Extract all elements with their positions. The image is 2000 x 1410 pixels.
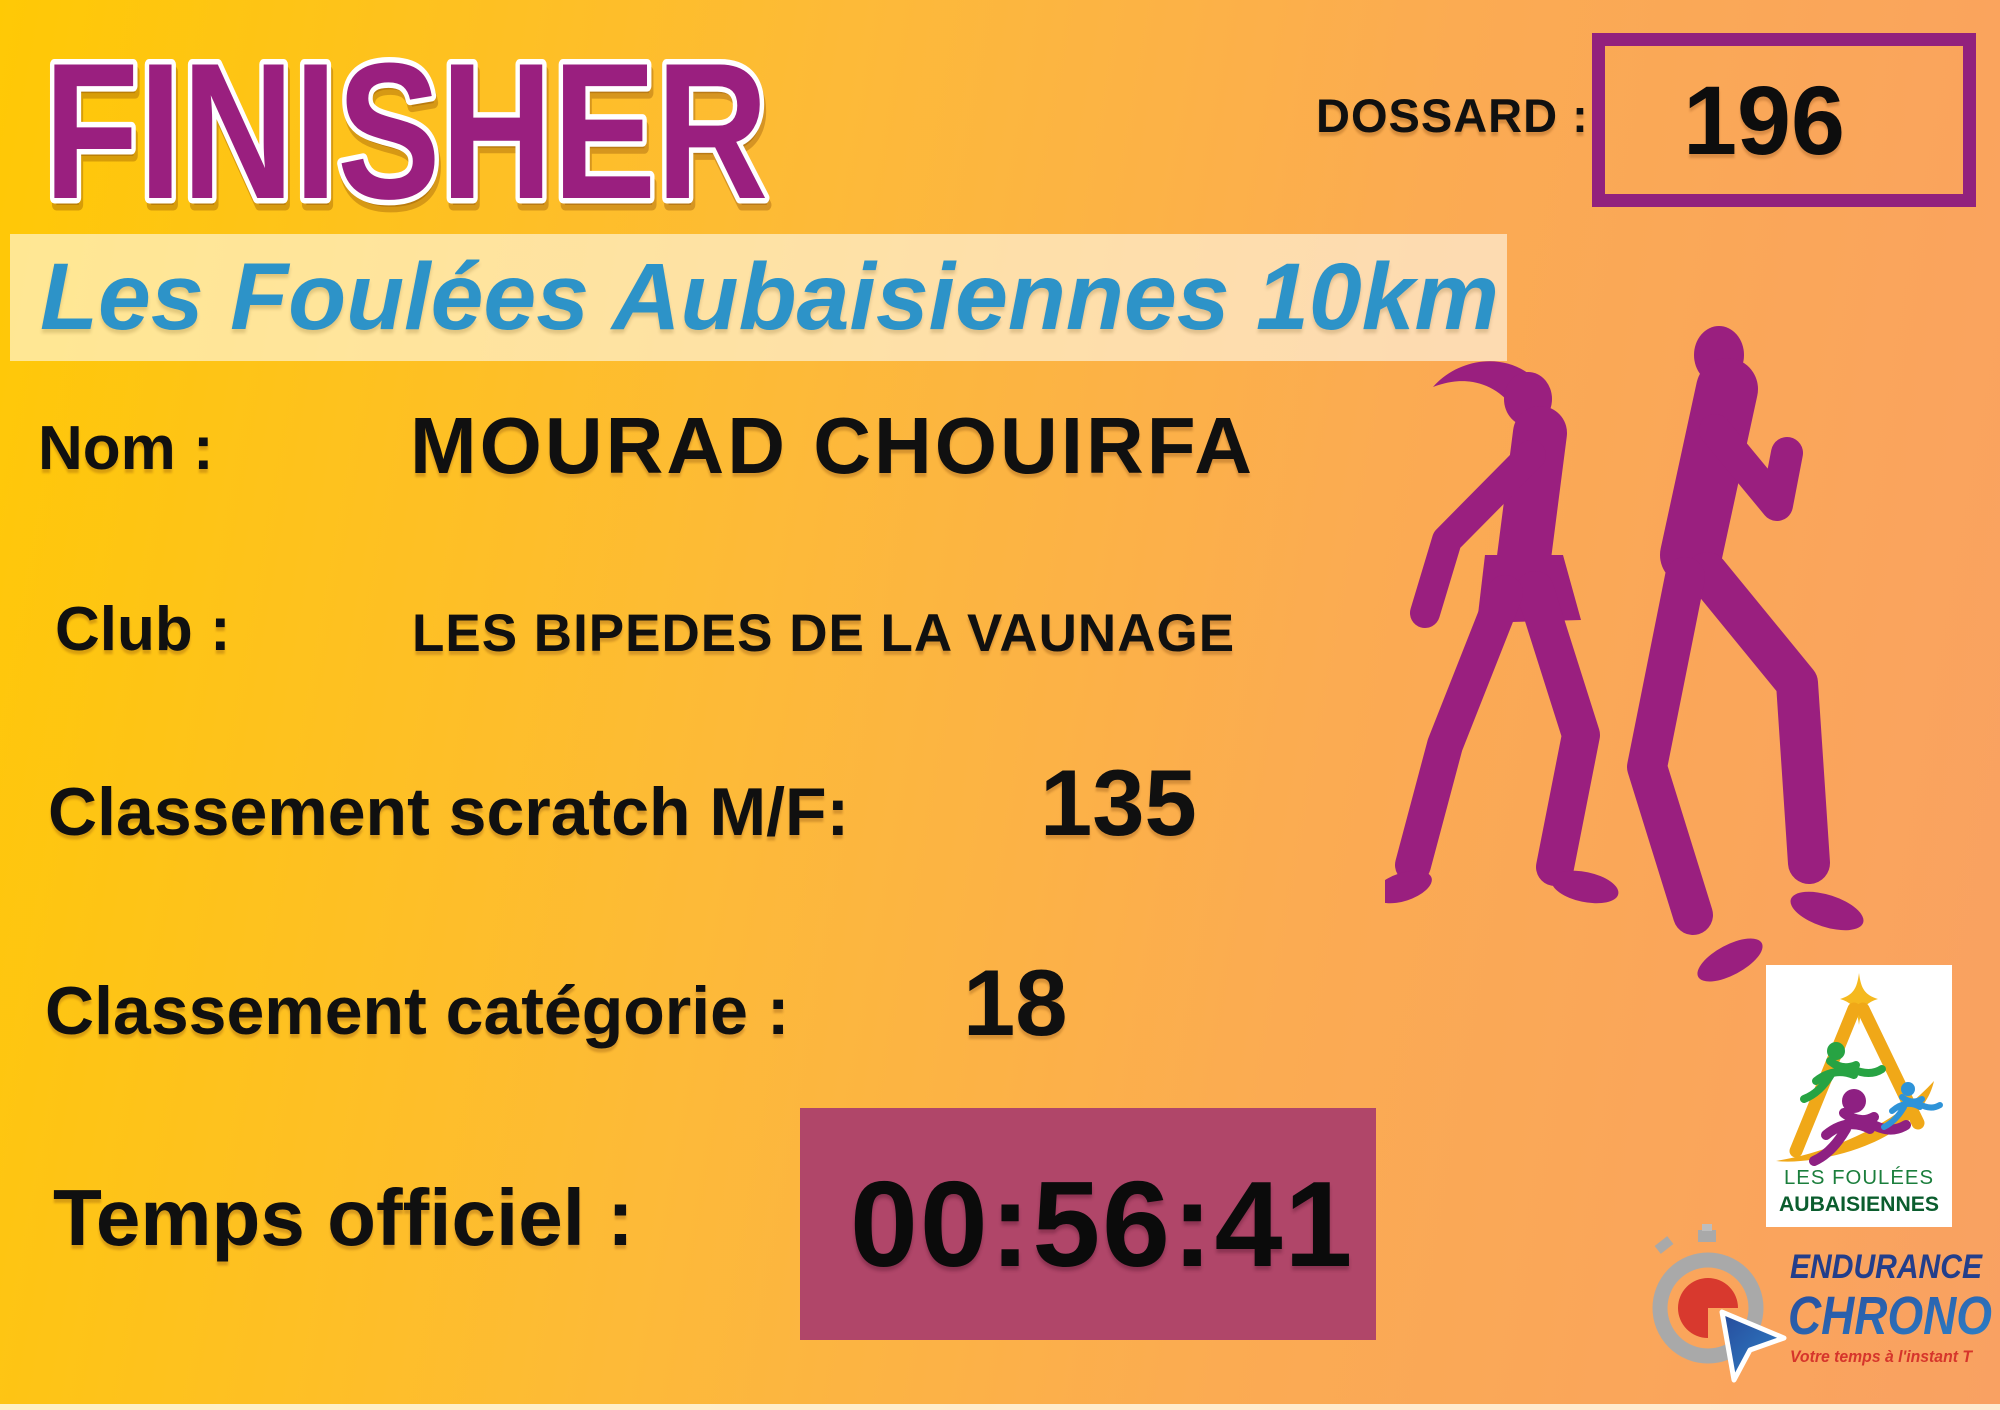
foulees-logo-line1: LES FOULÉES (1784, 1166, 1934, 1189)
temps-officiel-value: 00:56:41 (850, 1156, 1355, 1292)
nom-label: Nom : (38, 414, 214, 483)
runners-illustration (1385, 326, 1864, 982)
nom-value: MOURAD CHOUIRFA (410, 401, 1255, 490)
page-title: FINISHER (44, 24, 768, 240)
classement-categorie-value: 18 (963, 950, 1068, 1055)
chrono-logo-line2: CHRONO (1788, 1286, 1992, 1346)
temps-officiel-box: 00:56:41 (800, 1108, 1376, 1340)
chrono-logo-line1: ENDURANCE (1790, 1248, 1983, 1286)
classement-scratch-label: Classement scratch M/F: (48, 774, 850, 850)
mini-runner-blue-icon (1881, 1082, 1943, 1130)
club-value: LES BIPEDES DE LA VAUNAGE (412, 604, 1236, 663)
mini-runner-purple-icon (1809, 1089, 1911, 1166)
classement-categorie-label: Classement catégorie : (45, 973, 790, 1049)
cursor-arrow-icon (1719, 1309, 1787, 1383)
bottom-edge-strip (0, 1404, 2000, 1410)
dossard-number-box: 196 (1592, 33, 1976, 207)
star-icon (1840, 973, 1878, 1025)
race-title-band: Les Foulées Aubaisiennes 10km (10, 234, 1507, 361)
swoosh-base (1776, 1081, 1934, 1162)
classement-scratch-value: 135 (1040, 750, 1197, 855)
runner-woman-silhouette (1385, 361, 1619, 904)
foulees-logo-line2: AUBAISIENNES (1779, 1193, 1939, 1216)
stopwatch-icon (1652, 1224, 1787, 1383)
dossard-label: DOSSARD : (1316, 89, 1589, 142)
chrono-logo-tagline: Votre temps à l'instant T (1790, 1347, 1973, 1366)
finisher-title: FINISHER FINISHER (39, 19, 775, 252)
runner-man-silhouette (1627, 326, 1864, 982)
endurance-chrono-logo: ENDURANCE CHRONO Votre temps à l'instant… (1652, 1224, 1992, 1383)
race-title: Les Foulées Aubaisiennes 10km (40, 244, 1500, 350)
temps-officiel-label: Temps officiel : (53, 1173, 634, 1262)
finisher-title-shadow: FINISHER (46, 31, 770, 247)
club-label: Club : (55, 595, 231, 664)
foulees-aubaisiennes-logo: LES FOULÉES AUBAISIENNES (1766, 965, 1952, 1227)
dossard-number: 196 (1683, 65, 1845, 175)
mini-runner-green-icon (1800, 1042, 1886, 1103)
